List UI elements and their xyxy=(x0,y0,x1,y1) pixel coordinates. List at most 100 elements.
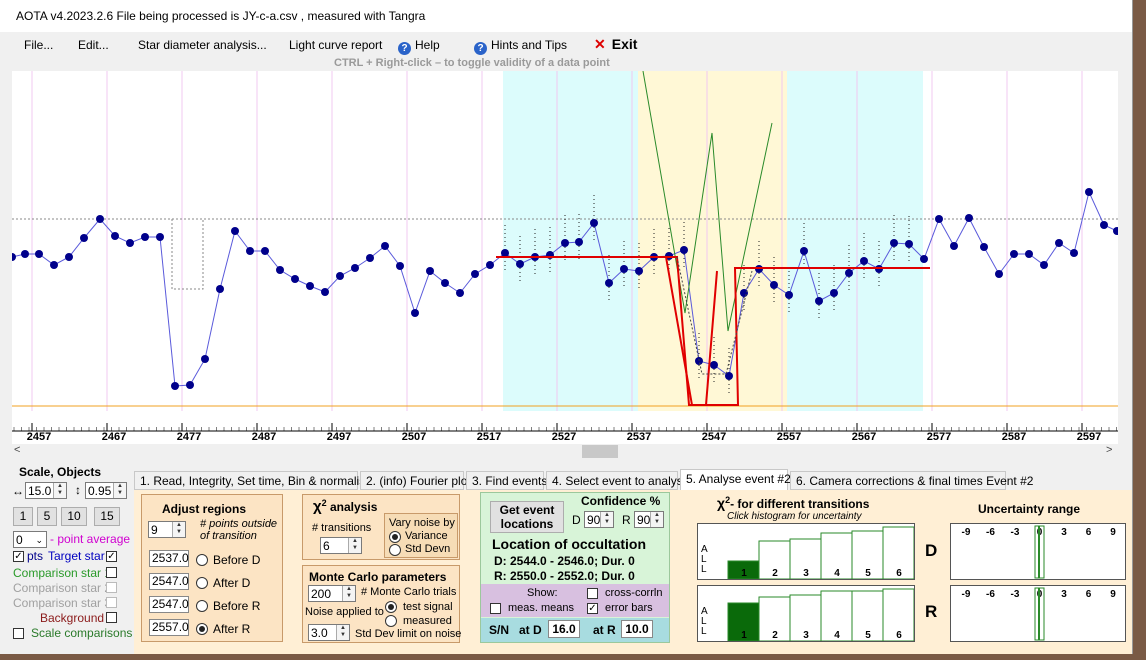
tab-camera-corrections[interactable]: 6. Camera corrections & final times Even… xyxy=(790,471,1033,490)
monte-carlo-trials-input[interactable]: 200 ▲ ▼ xyxy=(308,585,356,602)
spinner-icon[interactable]: ▲ ▼ xyxy=(53,483,66,498)
data-point xyxy=(366,254,374,262)
hist-axis-letter: L xyxy=(701,554,707,565)
error-bars-checkbox[interactable]: ✓ xyxy=(587,603,598,614)
axis-tick-label: 2547 xyxy=(702,431,726,443)
data-point xyxy=(21,250,29,258)
chi2-title-text: analysis xyxy=(330,500,378,514)
chart-scrollbar[interactable]: < > xyxy=(12,444,1118,459)
menu-help[interactable]: ? Help xyxy=(398,38,440,55)
point-average-select[interactable]: 0 ⌄ xyxy=(13,531,47,548)
before-r-value[interactable]: 2547.0 xyxy=(149,596,189,613)
light-curve-chart[interactable]: 2457 2467 2477 2487 2497 2507 2517 2527 2537 2547… xyxy=(8,70,1121,444)
scale-comparisons-checkbox[interactable] xyxy=(13,628,24,639)
noise-limit-value: 3.0 xyxy=(311,626,328,640)
spinner-icon[interactable]: ▲ ▼ xyxy=(172,522,185,537)
menu-hints[interactable]: ? Hints and Tips xyxy=(474,38,567,55)
hist-bar xyxy=(820,590,853,642)
scroll-right-icon[interactable]: > xyxy=(1106,444,1113,456)
axis-tick-label: 2467 xyxy=(102,431,126,443)
menu-edit[interactable]: Edit... xyxy=(78,38,109,52)
tab-read-integrity[interactable]: 1. Read, Integrity, Set time, Bin & norm… xyxy=(134,471,372,490)
transitions-input[interactable]: 6 ▲ ▼ xyxy=(320,537,362,554)
tab-find-events[interactable]: 3. Find events xyxy=(466,471,547,490)
data-point xyxy=(321,288,329,296)
data-point xyxy=(575,238,583,246)
tab-fourier-plot[interactable]: 2. (info) Fourier plot xyxy=(360,471,471,490)
menu-file[interactable]: File... xyxy=(24,38,54,52)
after-r-value[interactable]: 2557.0 xyxy=(149,619,189,636)
before-d-value[interactable]: 2537.0 xyxy=(149,550,189,567)
test-signal-radio[interactable] xyxy=(385,601,397,613)
chi-squared-sup: 2 xyxy=(321,498,327,508)
hist-axis-letter: A xyxy=(701,544,708,555)
confidence-r-input[interactable]: 90 ▲ ▼ xyxy=(634,511,664,528)
menu-light-curve-report[interactable]: Light curve report xyxy=(289,38,383,52)
spinner-icon[interactable]: ▲ ▼ xyxy=(650,512,663,527)
uncertainty-tick-label: -6 xyxy=(986,527,995,538)
green-envelope xyxy=(642,70,773,332)
meas-means-checkbox[interactable] xyxy=(490,603,501,614)
monte-carlo-box: Monte Carlo parameters 200 ▲ ▼ # Monte Car… xyxy=(302,565,461,643)
hist-bar-label: 5 xyxy=(865,568,871,579)
tab-analyse-event[interactable]: 5. Analyse event #2 xyxy=(680,469,791,490)
scale-button-5[interactable]: 5 xyxy=(37,507,57,526)
stddevn-radio[interactable] xyxy=(389,544,401,556)
confidence-d-value: 90 xyxy=(587,513,601,527)
spinner-icon[interactable]: ▲ ▼ xyxy=(342,586,355,601)
data-point xyxy=(695,357,703,365)
before-d-radio[interactable] xyxy=(196,554,208,566)
after-r-radio[interactable] xyxy=(196,623,208,635)
after-d-radio[interactable] xyxy=(196,577,208,589)
data-point xyxy=(276,266,284,274)
pts-checkbox[interactable]: ✓ xyxy=(13,551,24,562)
data-point xyxy=(935,215,943,223)
scroll-thumb[interactable] xyxy=(582,445,618,458)
menu-help-label: Help xyxy=(415,38,440,52)
uncertainty-tick-label: -3 xyxy=(1011,527,1020,538)
get-event-locations-button[interactable]: Get event locations xyxy=(490,501,564,533)
variance-radio[interactable] xyxy=(389,531,401,543)
uncertainty-tick-label: 9 xyxy=(1110,527,1116,538)
hist-bar-label: 2 xyxy=(772,568,778,579)
spinner-icon[interactable]: ▲ ▼ xyxy=(600,512,613,527)
points-outside-input[interactable]: 9 ▲ ▼ xyxy=(148,521,186,538)
spinner-icon[interactable]: ▲ ▼ xyxy=(113,483,126,498)
confidence-d-label: D xyxy=(572,513,581,527)
before-r-radio[interactable] xyxy=(196,600,208,612)
confidence-d-input[interactable]: 90 ▲ ▼ xyxy=(584,511,614,528)
comparison-star-3-checkbox[interactable] xyxy=(106,597,117,608)
cross-corr-checkbox[interactable] xyxy=(587,588,598,599)
hist-bar-label: 4 xyxy=(834,568,840,579)
measured-radio[interactable] xyxy=(385,615,397,627)
region-before-d xyxy=(503,71,638,411)
hist-bar-label: 1 xyxy=(741,630,747,641)
scale-button-1[interactable]: 1 xyxy=(13,507,33,526)
help-icon: ? xyxy=(474,42,487,55)
comparison-star-3-label: Comparison star 3 xyxy=(13,596,112,610)
vertical-scale-input[interactable]: 0.95 ▲ ▼ xyxy=(85,482,127,499)
background-checkbox[interactable] xyxy=(106,612,117,623)
scale-button-10[interactable]: 10 xyxy=(61,507,87,526)
transitions-value: 6 xyxy=(323,539,330,553)
target-star-checkbox[interactable]: ✓ xyxy=(106,551,117,562)
event-location-box: Get event locations Confidence % D 90 ▲ ▼ … xyxy=(480,492,670,643)
scale-button-15[interactable]: 15 xyxy=(94,507,120,526)
tab-select-event[interactable]: 4. Select event to analyse xyxy=(546,471,689,490)
spinner-icon[interactable]: ▲ ▼ xyxy=(336,625,349,640)
menu-exit[interactable]: ✕ Exit xyxy=(594,36,637,53)
hist-title: χ2- for different transitions xyxy=(717,495,869,511)
measured-label: measured xyxy=(403,615,452,627)
horizontal-scale-input[interactable]: 15.0 ▲ ▼ xyxy=(25,482,67,499)
spinner-icon[interactable]: ▲ ▼ xyxy=(348,538,361,553)
comparison-star-1-checkbox[interactable] xyxy=(106,567,117,578)
comparison-star-2-checkbox[interactable] xyxy=(106,582,117,593)
after-d-value[interactable]: 2547.0 xyxy=(149,573,189,590)
noise-limit-input[interactable]: 3.0 ▲ ▼ xyxy=(308,624,350,641)
scroll-left-icon[interactable]: < xyxy=(14,444,21,456)
scale-title: Scale, Objects xyxy=(19,465,102,479)
data-point xyxy=(1010,250,1018,258)
menu-star-diameter[interactable]: Star diameter analysis... xyxy=(138,38,267,52)
